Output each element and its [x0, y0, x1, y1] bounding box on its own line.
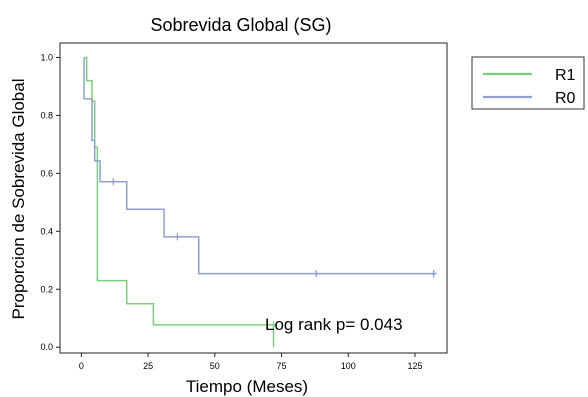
x-tick-label: 50 [210, 361, 220, 371]
plot-layer: 0 25 50 75 100 125 0.0 0.2 0.4 0.6 0.8 1.0 [40, 52, 437, 371]
y-tick-label: 0.6 [40, 168, 53, 178]
legend-box [471, 56, 585, 110]
x-tick-label: 100 [341, 361, 356, 371]
legend: R1 R0 [471, 56, 585, 110]
x-tick-label: 25 [143, 361, 153, 371]
x-tick-label: 75 [277, 361, 287, 371]
chart-title: Sobrevida Global (SG) [150, 15, 331, 35]
series-line-r0 [83, 57, 437, 275]
y-tick-label: 0.4 [40, 226, 53, 236]
x-tick-label: 0 [79, 361, 84, 371]
series-line-r1 [84, 56, 275, 348]
plot-area-frame [59, 42, 448, 354]
y-tick-label: 0.8 [40, 110, 53, 120]
y-tick-label: 0.2 [40, 284, 53, 294]
x-tick-label: 125 [407, 361, 422, 371]
y-tick-label: 0.0 [40, 342, 53, 352]
legend-label-r1: R1 [555, 67, 576, 84]
x-axis-label: Tiempo (Meses) [186, 377, 308, 396]
log-rank-annotation: Log rank p= 0.043 [265, 315, 403, 334]
y-axis-label: Proporcion de Sobrevida Global [9, 79, 28, 320]
y-tick-label: 1.0 [40, 52, 53, 62]
legend-label-r0: R0 [555, 90, 576, 107]
